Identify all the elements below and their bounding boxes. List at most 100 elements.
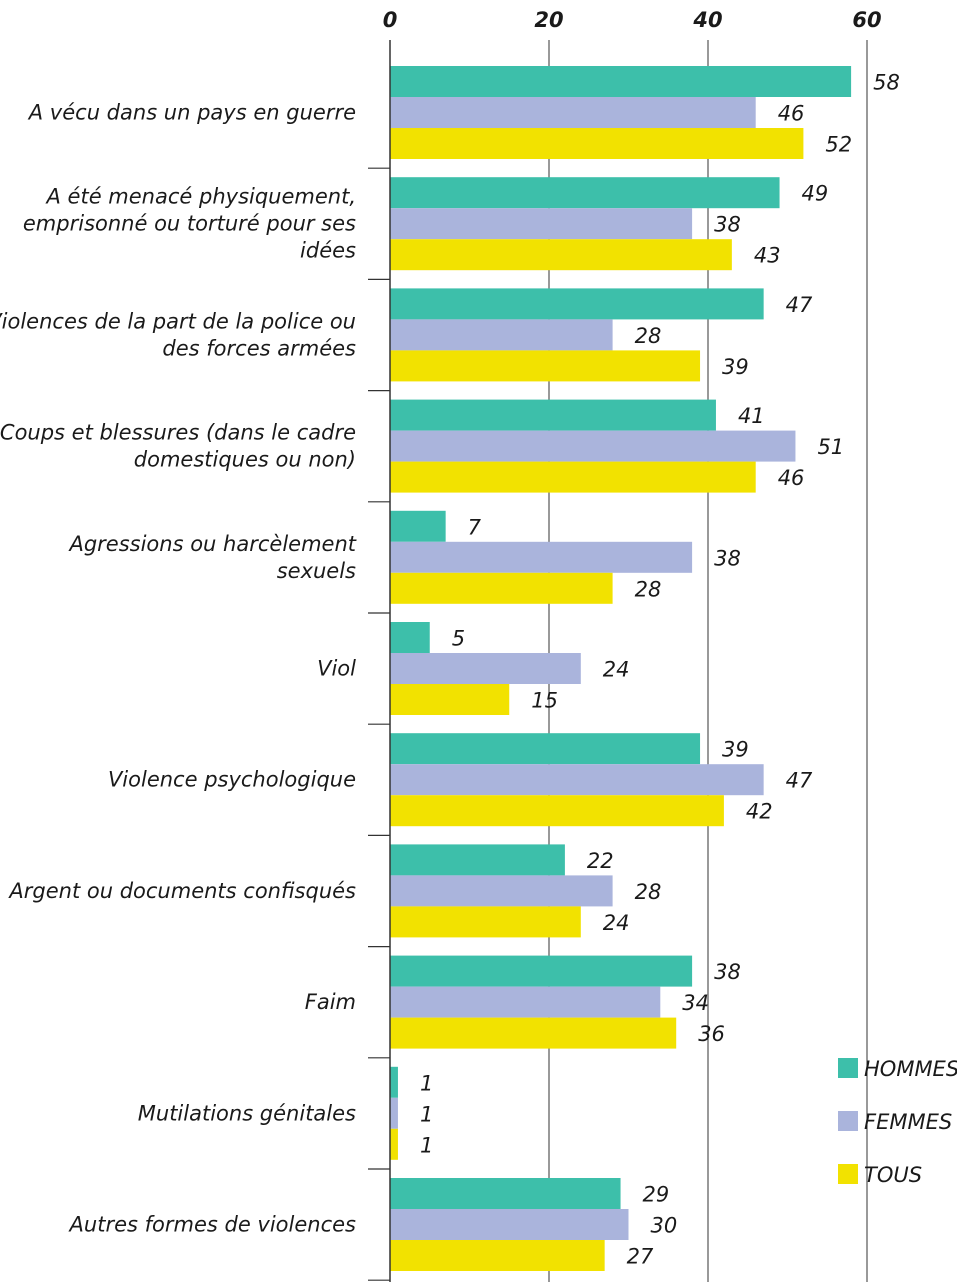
- category-label: Faim: [305, 990, 356, 1014]
- data-label: 24: [603, 911, 630, 935]
- data-label: 15: [531, 689, 558, 713]
- data-label: 27: [627, 1245, 654, 1269]
- category-label: Violences de la part de la police ou des …: [0, 309, 356, 360]
- data-label: 29: [643, 1183, 670, 1207]
- category-label: Violence psychologique: [108, 768, 356, 792]
- legend: HOMMES FEMMES TOUS: [838, 1057, 957, 1187]
- category-label-line: Mutilations génitales: [138, 1101, 356, 1125]
- data-label: 22: [587, 849, 614, 873]
- category-label-line: idées: [300, 239, 356, 263]
- data-label: 46: [778, 102, 805, 126]
- data-label: 38: [714, 546, 741, 570]
- data-label: 7: [468, 515, 482, 539]
- bar-hommes: [390, 288, 764, 320]
- data-label: 39: [722, 738, 749, 762]
- bar-hommes: [390, 399, 716, 431]
- bar-tous: [390, 239, 732, 271]
- data-label: 49: [802, 182, 829, 206]
- bar-tous: [390, 795, 724, 827]
- data-label: 58: [873, 71, 900, 95]
- bar-tous: [390, 461, 756, 493]
- legend-swatch-femmes: [838, 1111, 858, 1131]
- category-label-line: emprisonné ou torturé pour ses: [23, 212, 356, 236]
- category-label: Autres formes de violences: [68, 1213, 357, 1237]
- x-tick-label: 60: [852, 8, 881, 32]
- bar-femmes: [390, 430, 796, 462]
- category-label-line: Faim: [305, 990, 356, 1014]
- category-label-line: Viol: [317, 657, 356, 681]
- data-label: 46: [778, 466, 805, 490]
- data-label: 43: [754, 244, 781, 268]
- bar-tous: [390, 684, 510, 715]
- category-label: Mutilations génitales: [138, 1101, 356, 1125]
- bar-tous: [390, 128, 804, 159]
- category-label: A vécu dans un pays en guerre: [27, 101, 356, 125]
- bar-hommes: [390, 177, 780, 209]
- data-label: 39: [722, 355, 749, 379]
- category-label: A été menacé physiquement, emprisonné ou …: [23, 185, 356, 263]
- data-label: 30: [651, 1214, 678, 1238]
- bar-femmes: [390, 986, 661, 1018]
- bar-femmes: [390, 1209, 629, 1240]
- legend-swatch-tous: [838, 1164, 858, 1184]
- data-label: 24: [603, 658, 630, 682]
- bar-hommes: [390, 510, 446, 542]
- data-label: 51: [817, 435, 844, 459]
- data-label: 28: [635, 577, 662, 601]
- category-label: Argent ou documents confisqués: [7, 879, 356, 903]
- bars: [390, 66, 852, 1271]
- data-label: 47: [786, 293, 813, 317]
- category-label-line: Agressions ou harcèlement: [67, 532, 356, 556]
- bar-hommes: [390, 955, 693, 987]
- bar-tous: [390, 1240, 605, 1271]
- data-label: 34: [682, 991, 709, 1015]
- value-labels: 58 46 52 49 38 43 47 28 39 41 51 46 7 38 28 5 24 15 39 47 42…: [420, 71, 900, 1269]
- data-label: 1: [420, 1071, 433, 1095]
- x-tick-label: 20: [534, 8, 563, 32]
- bar-hommes: [390, 1178, 621, 1209]
- data-label: 47: [786, 769, 813, 793]
- bar-femmes: [390, 97, 756, 128]
- x-axis-ticks: 0 20 40 60: [383, 8, 882, 32]
- bar-femmes: [390, 319, 613, 351]
- x-tick-label: 0: [383, 8, 398, 32]
- bar-tous: [390, 906, 581, 938]
- bar-tous: [390, 1017, 677, 1049]
- data-label: 28: [635, 324, 662, 348]
- category-label-line: Coups et blessures (dans le cadre: [0, 421, 356, 445]
- bar-femmes: [390, 764, 764, 796]
- data-label: 28: [635, 880, 662, 904]
- data-label: 1: [420, 1102, 433, 1126]
- bar-hommes: [390, 733, 701, 765]
- data-label: 38: [714, 213, 741, 237]
- x-tick-label: 40: [692, 8, 722, 32]
- category-label-line: Violences de la part de la police ou: [0, 309, 356, 333]
- category-label: Coups et blessures (dans le cadre domesti…: [0, 421, 356, 472]
- category-label-line: sexuels: [277, 559, 356, 583]
- bar-tous: [390, 350, 701, 382]
- bar-hommes: [390, 1066, 398, 1098]
- category-label-line: domestiques ou non): [134, 448, 356, 472]
- category-label: Viol: [317, 657, 356, 681]
- bar-tous: [390, 572, 613, 604]
- category-label-line: A vécu dans un pays en guerre: [27, 101, 356, 125]
- bar-hommes: [390, 844, 565, 876]
- bar-femmes: [390, 875, 613, 907]
- bar-femmes: [390, 1097, 398, 1129]
- data-label: 52: [825, 133, 852, 157]
- category-label-line: Violence psychologique: [108, 768, 356, 792]
- category-label-line: A été menacé physiquement,: [45, 185, 356, 209]
- bar-hommes: [390, 622, 430, 653]
- data-label: 36: [698, 1022, 725, 1046]
- data-label: 5: [452, 627, 465, 651]
- bar-tous: [390, 1128, 398, 1160]
- legend-label: HOMMES: [864, 1057, 957, 1081]
- data-label: 41: [738, 404, 765, 428]
- category-label-line: Argent ou documents confisqués: [7, 879, 356, 903]
- legend-swatch-hommes: [838, 1058, 858, 1078]
- bar-femmes: [390, 208, 693, 240]
- category-label-line: Autres formes de violences: [68, 1213, 357, 1237]
- category-label: Agressions ou harcèlement sexuels: [67, 532, 356, 583]
- data-label: 42: [746, 800, 773, 824]
